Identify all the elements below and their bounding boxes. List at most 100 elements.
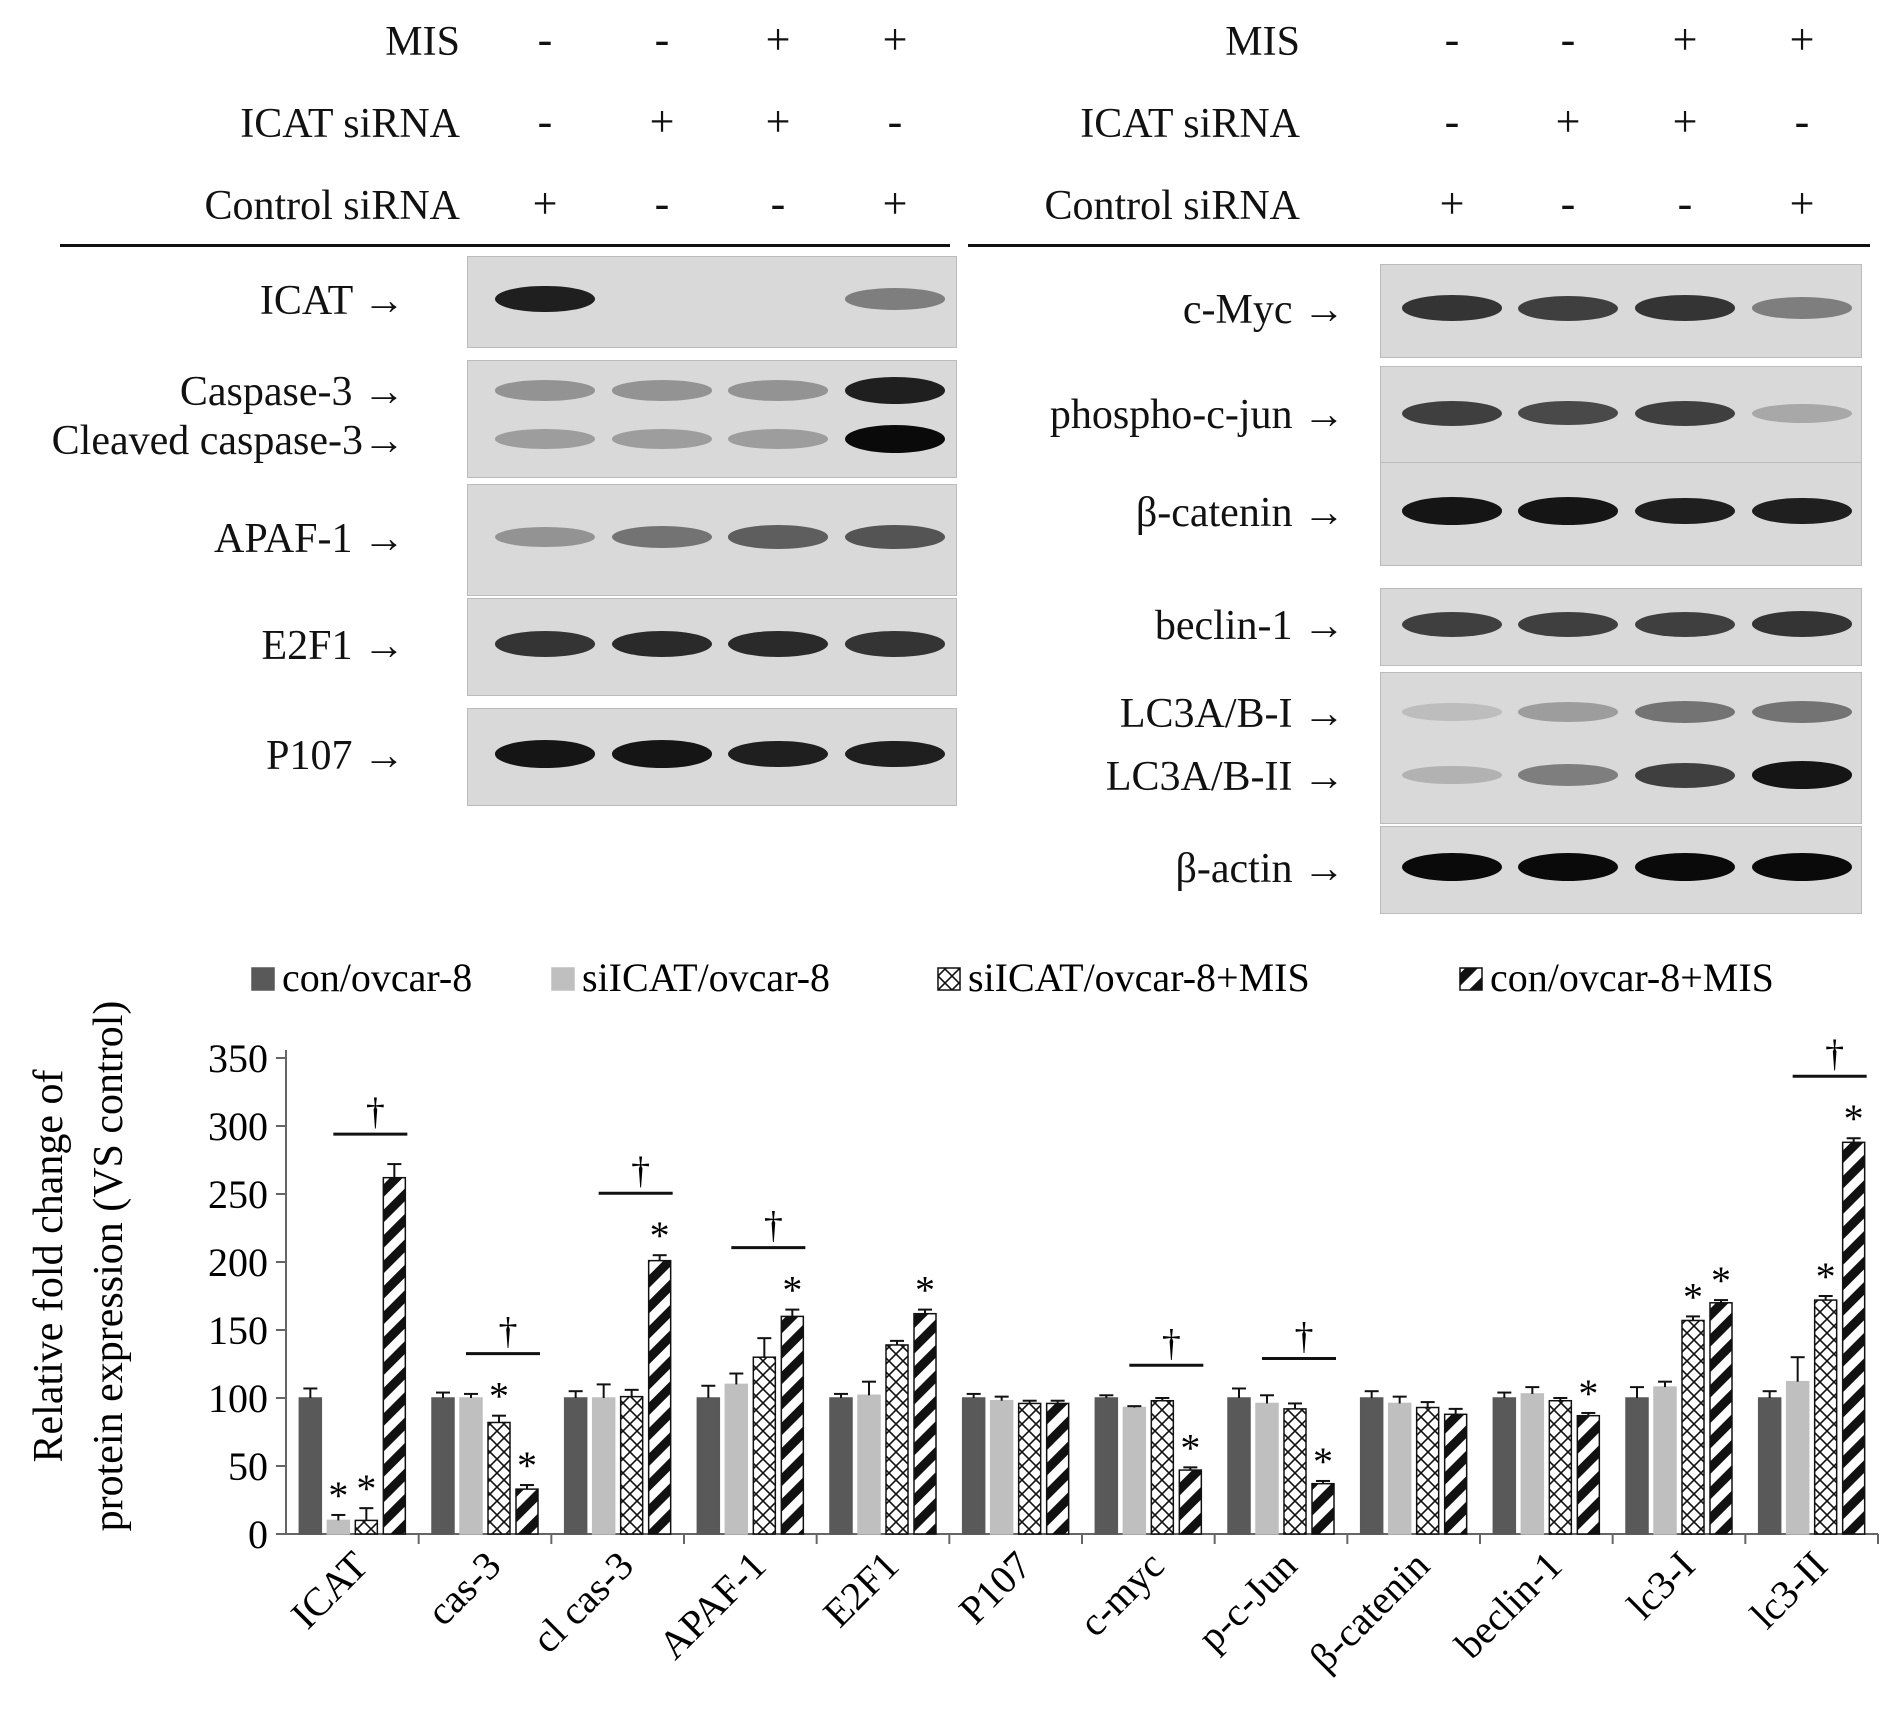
protein-band bbox=[1635, 400, 1735, 426]
bar bbox=[1492, 1397, 1517, 1535]
bar bbox=[1653, 1386, 1677, 1535]
protein-band bbox=[495, 380, 595, 401]
blot-label: LC3A/B-II → bbox=[1105, 754, 1345, 800]
x-tick-label: P107 bbox=[950, 1543, 1040, 1633]
bar bbox=[1520, 1393, 1545, 1535]
protein-band bbox=[1402, 765, 1502, 785]
bar bbox=[1548, 1399, 1573, 1535]
legend-label: siICAT/ovcar-8+MIS bbox=[968, 955, 1310, 1000]
condition-sign: - bbox=[1560, 15, 1576, 64]
protein-band bbox=[495, 740, 595, 768]
bar bbox=[1017, 1402, 1042, 1535]
legend-swatch bbox=[1459, 967, 1483, 991]
condition-sign: + bbox=[1555, 97, 1581, 146]
bar bbox=[857, 1394, 881, 1535]
dagger-mark: † bbox=[1825, 1033, 1844, 1075]
protein-band bbox=[1518, 764, 1618, 786]
bar bbox=[515, 1488, 539, 1535]
blot-label: β-catenin → bbox=[1135, 490, 1345, 536]
condition-sign: + bbox=[765, 97, 791, 146]
protein-band bbox=[845, 377, 945, 404]
bar bbox=[961, 1397, 986, 1535]
protein-band bbox=[1752, 297, 1852, 319]
condition-label: MIS bbox=[385, 19, 460, 65]
protein-band bbox=[728, 630, 828, 658]
bar bbox=[591, 1397, 616, 1535]
protein-band bbox=[1635, 762, 1735, 788]
blot-label: phospho-c-jun → bbox=[1049, 392, 1345, 438]
protein-band bbox=[1518, 702, 1618, 722]
y-tick-label: 350 bbox=[208, 1036, 268, 1081]
bar bbox=[1255, 1402, 1279, 1535]
y-tick-label: 150 bbox=[208, 1308, 268, 1353]
protein-band bbox=[845, 631, 945, 657]
dagger-mark: † bbox=[366, 1091, 385, 1133]
protein-band bbox=[845, 425, 945, 454]
blot-label: APAF-1 → bbox=[213, 516, 405, 562]
protein-band bbox=[1752, 701, 1852, 723]
significance-star: * bbox=[1180, 1425, 1200, 1470]
blot-label: LC3A/B-I → bbox=[1119, 691, 1345, 737]
blot-label: beclin-1 → bbox=[1154, 603, 1345, 649]
bar-chart: Relative fold change of protein expressio… bbox=[26, 955, 1879, 1680]
protein-band bbox=[1635, 295, 1735, 321]
protein-band bbox=[1518, 400, 1618, 426]
blot-label: P107 → bbox=[266, 733, 405, 779]
significance-star: * bbox=[915, 1268, 935, 1313]
condition-sign: - bbox=[537, 15, 553, 64]
bar bbox=[487, 1421, 511, 1535]
protein-band bbox=[1752, 761, 1852, 789]
protein-band bbox=[1518, 497, 1618, 525]
header-divider-right bbox=[968, 244, 1870, 247]
blot-label: Cleaved caspase-3→ bbox=[51, 418, 405, 465]
condition-sign: - bbox=[537, 97, 553, 146]
bar bbox=[1359, 1397, 1384, 1535]
protein-band bbox=[1635, 853, 1735, 881]
bar bbox=[780, 1315, 805, 1535]
significance-star: * bbox=[328, 1473, 348, 1518]
protein-band bbox=[495, 526, 595, 548]
condition-sign: + bbox=[882, 179, 908, 228]
protein-band bbox=[1402, 295, 1502, 321]
protein-band bbox=[1635, 701, 1735, 723]
x-tick-label: APAF-1 bbox=[650, 1543, 775, 1668]
significance-star: * bbox=[782, 1268, 802, 1313]
dagger-mark: † bbox=[499, 1311, 518, 1353]
blot-label: β-actin → bbox=[1175, 846, 1345, 892]
dagger-mark: † bbox=[1162, 1322, 1181, 1364]
bar bbox=[1122, 1406, 1147, 1535]
bar bbox=[696, 1397, 721, 1535]
significance-star: * bbox=[1578, 1371, 1598, 1416]
condition-sign: + bbox=[1439, 179, 1465, 228]
condition-label: MIS bbox=[1225, 19, 1300, 65]
protein-band bbox=[495, 285, 595, 313]
condition-label: Control siRNA bbox=[1044, 183, 1300, 229]
x-tick-label: c-myc bbox=[1070, 1543, 1172, 1645]
condition-sign: - bbox=[1444, 97, 1460, 146]
condition-sign: - bbox=[1444, 15, 1460, 64]
protein-band bbox=[1402, 611, 1502, 637]
protein-band bbox=[1635, 611, 1735, 637]
bar bbox=[619, 1395, 644, 1535]
protein-band bbox=[845, 525, 945, 549]
legend-label: con/ovcar-8+MIS bbox=[1490, 955, 1774, 1000]
condition-label: Control siRNA bbox=[204, 183, 460, 229]
protein-band bbox=[612, 526, 712, 548]
protein-band bbox=[728, 429, 828, 449]
blot-label: ICAT → bbox=[259, 278, 405, 324]
bar bbox=[1785, 1380, 1810, 1535]
condition-label: ICAT siRNA bbox=[1080, 101, 1300, 147]
dagger-mark: † bbox=[631, 1150, 650, 1192]
bar bbox=[1311, 1482, 1335, 1535]
x-tick-label: E2F1 bbox=[814, 1543, 907, 1636]
protein-band bbox=[612, 740, 712, 768]
y-axis-title: protein expression (VS control) bbox=[86, 1001, 132, 1532]
condition-sign: + bbox=[765, 15, 791, 64]
protein-band bbox=[495, 631, 595, 657]
bar bbox=[354, 1519, 379, 1535]
header-divider-left bbox=[60, 244, 950, 247]
protein-band bbox=[845, 740, 945, 768]
condition-sign: - bbox=[654, 15, 670, 64]
significance-star: * bbox=[356, 1466, 376, 1511]
protein-band bbox=[612, 429, 712, 449]
